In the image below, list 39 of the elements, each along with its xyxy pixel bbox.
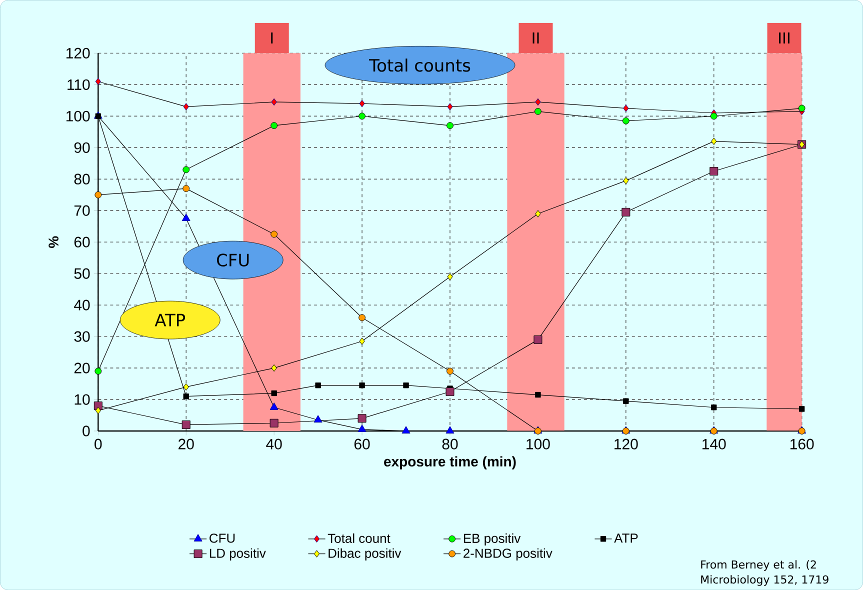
- x-tick-label: 80: [442, 438, 458, 450]
- x-tick-label: 160: [790, 438, 814, 450]
- y-tick-label: 90: [74, 142, 90, 153]
- text: Microbiology 152, 1719: [701, 575, 828, 586]
- annotation: CFU: [217, 254, 249, 266]
- y-tick-label: 20: [74, 362, 90, 374]
- legend-label: LD positiv: [210, 548, 266, 560]
- legend-label: CFU: [210, 534, 235, 543]
- y-tick-label: 40: [74, 300, 90, 310]
- band-label: I: [271, 32, 273, 44]
- y-tick-label: 50: [74, 268, 90, 279]
- x-tick-label: 40: [266, 438, 282, 450]
- y-tick-label: 120: [66, 48, 90, 58]
- y-tick-label: 0: [82, 426, 90, 436]
- x-axis-title: exposure time (min): [384, 456, 516, 470]
- band-label: III: [779, 32, 790, 44]
- legend-label: ATP: [614, 534, 638, 543]
- y-axis-title: %: [48, 236, 58, 248]
- y-tick-label: 30: [74, 331, 90, 342]
- legend-label: 2-NBDG positiv: [464, 548, 552, 560]
- x-tick-label: 140: [702, 438, 726, 450]
- legend-label: EB positiv: [464, 533, 521, 546]
- legend-label: Total count: [328, 533, 390, 543]
- x-tick-label: 20: [178, 438, 194, 450]
- y-tick-label: 110: [68, 79, 90, 90]
- y-tick-label: 80: [74, 174, 90, 184]
- x-tick-label: 120: [614, 438, 638, 450]
- annotation: Total counts: [369, 58, 470, 72]
- text: From Berney et al. (2: [701, 560, 816, 571]
- legend-label: Dibac positiv: [328, 548, 402, 560]
- x-tick-label: 0: [94, 438, 102, 450]
- band-label: II: [532, 32, 539, 44]
- annotation: ATP: [154, 314, 186, 326]
- y-tick-label: 10: [74, 394, 90, 405]
- x-tick-label: 100: [526, 438, 550, 450]
- y-tick-label: 60: [74, 236, 90, 248]
- x-tick-label: 60: [354, 438, 370, 450]
- y-tick-label: 70: [74, 205, 90, 216]
- y-tick-label: 100: [66, 110, 90, 122]
